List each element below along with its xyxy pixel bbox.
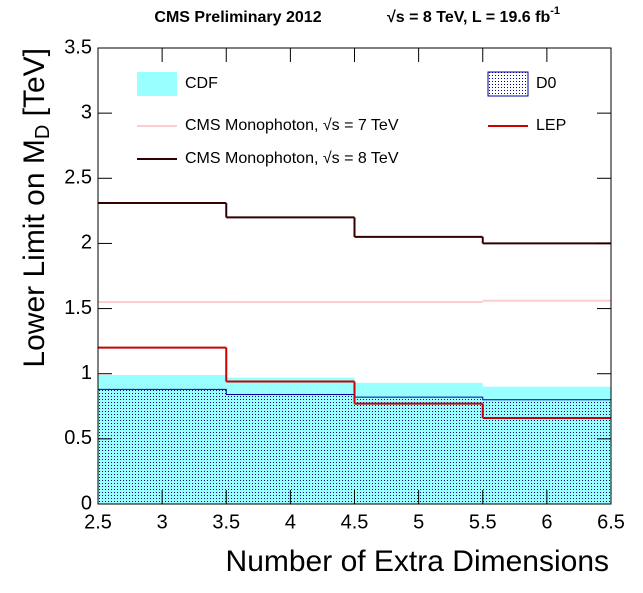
x-tick-label: 2.5 [84,511,112,533]
ylabel-sub: D [32,125,54,139]
x-tick-label: 3.5 [212,511,240,533]
legend-label: D0 [536,75,557,92]
x-tick-label: 5 [413,511,424,533]
x-tick-label: 6.5 [597,511,625,533]
y-tick-label: 2.5 [64,167,92,189]
ylabel-text: Lower Limit on M [18,139,51,367]
chart-title: CMS Preliminary 2012 [154,9,321,26]
bin-area [482,399,611,504]
y-tick-label: 0.5 [64,427,92,449]
legend-label: CMS Monophoton, √s = 8 TeV [185,150,399,167]
y-tick-label: 2 [81,232,92,254]
x-tick-label: 5.5 [469,511,497,533]
y-tick-label: 3.5 [64,36,92,58]
x-axis-label: Number of Extra Dimensions [226,545,609,578]
x-tick-label: 6 [541,511,552,533]
y-tick-label: 3 [81,101,92,123]
legend-swatch [487,71,529,97]
legend-label: LEP [536,117,566,134]
ylabel-unit: [TeV] [18,48,51,125]
y-tick-label: 0 [81,492,92,514]
x-tick-label: 4.5 [341,511,369,533]
plot-area [97,47,612,505]
subtitle-text: √s = 8 TeV, L = 19.6 fb [387,9,550,26]
y-tick-label: 1.5 [64,297,92,319]
x-tick-label: 4 [285,511,296,533]
bin-area [354,397,483,504]
legend-swatch [137,72,177,96]
x-tick-label: 3 [157,511,168,533]
chart-subtitle: √s = 8 TeV, L = 19.6 fb-1 [387,5,560,26]
subtitle-sup: -1 [550,5,560,17]
bin-area [226,394,355,504]
legend-label: CDF [185,75,218,92]
y-tick-label: 1 [81,362,92,384]
bin-area [98,389,227,504]
y-axis-label: Lower Limit on MD [TeV] [18,48,54,368]
legend-label: CMS Monophoton, √s = 7 TeV [185,117,399,134]
